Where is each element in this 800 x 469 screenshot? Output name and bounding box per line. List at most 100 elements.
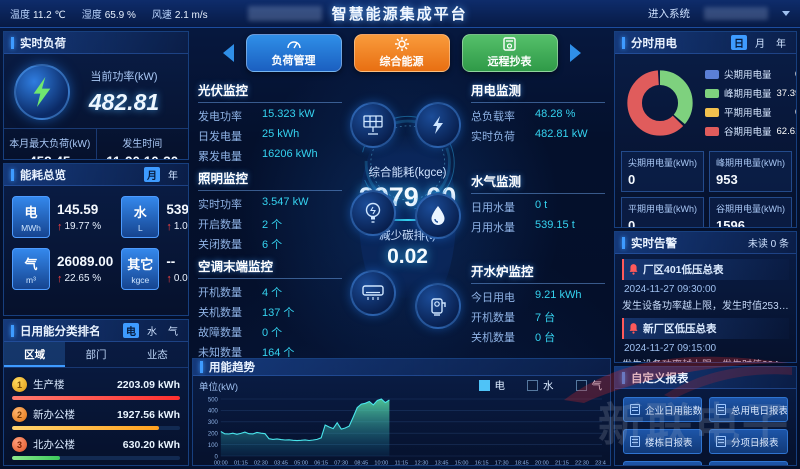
valley-period-cell: 谷期用电量(kWh) 1596 — [709, 197, 792, 227]
toggle-month[interactable]: 月 — [755, 39, 765, 50]
legend-item: 尖期用电量0% — [705, 67, 796, 81]
lighting-monitor-block: 照明监控 实时功率 3.547 kW 开启数量 2 个 关闭数量 6 个 — [198, 168, 396, 256]
ranking-tab-gas[interactable]: 气 — [168, 327, 178, 338]
svg-text:21:15: 21:15 — [555, 460, 569, 466]
unread-count: 未读 0 条 — [747, 239, 789, 250]
ranking-col-dept[interactable]: 部门 — [85, 349, 107, 361]
legend-gas[interactable]: 气 — [575, 378, 602, 393]
temp-stat: 温度 11.2 ℃ — [10, 10, 66, 21]
svg-text:200: 200 — [208, 431, 219, 437]
humidity-stat: 湿度 65.9 % — [81, 10, 136, 21]
water-drop-icon — [415, 192, 461, 239]
load-management-button[interactable]: 负荷管理 — [245, 34, 342, 72]
svg-text:22:30: 22:30 — [575, 460, 589, 466]
ranking-tab-electric[interactable]: 电 — [123, 323, 139, 338]
panel-title: 实时负荷 — [20, 37, 66, 50]
checkbox-icon — [527, 380, 538, 391]
title-accent-icon — [622, 236, 625, 249]
report-button-daily-energy[interactable]: 企业日用能数据 — [623, 397, 702, 422]
alarm-item[interactable]: 新厂区低压总表 2024-11-27 09:15:00 发生设备功率越上限，发生… — [622, 318, 789, 362]
alarm-item[interactable]: 厂区401低压总表 2024-11-27 09:30:00 发生设备功率越上限，… — [622, 259, 789, 312]
checkbox-icon — [575, 380, 587, 391]
logo — [247, 6, 322, 21]
toggle-day[interactable]: 日 — [731, 35, 747, 50]
solar-panel-icon — [350, 102, 396, 148]
up-arrow-icon: ↑ — [57, 272, 63, 285]
alarm-bell-icon — [629, 264, 638, 275]
occur-time-cell: 发生时间 11-20 10:30 — [95, 129, 189, 159]
section-title: 空调末端监控 — [198, 256, 342, 279]
rank-1-medal-icon: 1 — [12, 377, 27, 392]
legend-swatch-icon — [705, 126, 719, 136]
chevron-down-icon[interactable] — [782, 11, 790, 16]
nav-prev-arrow[interactable] — [222, 44, 234, 62]
current-power-value: 482.81 — [88, 89, 160, 115]
report-button-building[interactable]: 楼栋日报表 — [623, 429, 702, 454]
ranking-row: 2 新办公楼 1927.56 kWh — [12, 402, 180, 432]
panel-title: 实时告警 — [631, 237, 677, 250]
checkbox-checked-icon — [478, 380, 490, 391]
boiler-icon — [415, 283, 461, 329]
svg-text:01:15: 01:15 — [234, 460, 248, 466]
enter-system-link[interactable]: 进入系统 — [648, 8, 690, 20]
toggle-year[interactable]: 年 — [776, 39, 786, 50]
ranking-tab-water[interactable]: 水 — [147, 327, 157, 338]
report-button-subitem[interactable]: 分项日报表 — [709, 429, 788, 454]
pv-monitor-block: 光伏监控 发电功率 15.323 kW 日发电量 25 kWh 累发电量 16206 … — [198, 80, 396, 168]
toggle-year[interactable]: 年 — [168, 171, 178, 182]
remote-meter-reading-button[interactable]: 远程抄表 — [461, 34, 558, 72]
energy-total-label: 综合能耗(kgce) — [368, 167, 447, 179]
legend-water[interactable]: 水 — [527, 378, 554, 393]
title-accent-icon — [200, 361, 203, 373]
svg-text:400: 400 — [208, 409, 219, 415]
section-title: 开水炉监控 — [471, 261, 605, 284]
boiler-monitor-block: 开水炉监控 今日用电 9.21 kWh 开机数量 7 台 关机数量 0 台 — [415, 261, 605, 349]
report-button-total-power[interactable]: 总用电日报表 — [709, 397, 788, 422]
realtime-load-panel: 实时负荷 当前功率(kW) 482.81 本月最大负荷(kW) 458.45 发… — [3, 31, 189, 160]
legend-electric[interactable]: 电 — [478, 378, 505, 393]
title-accent-icon — [11, 324, 14, 337]
up-arrow-icon: ↑ — [166, 272, 172, 285]
toggle-month[interactable]: 月 — [144, 167, 160, 182]
username — [704, 7, 768, 20]
env-stats: 温度 11.2 ℃ 湿度 65.9 % 风速 2.1 m/s — [10, 6, 208, 21]
panel-title: 自定义报表 — [631, 372, 689, 385]
svg-text:03:45: 03:45 — [274, 460, 288, 466]
ranking-bar — [12, 396, 180, 400]
report-button-water[interactable]: 日用水数据 — [709, 461, 788, 465]
custom-reports-panel: 自定义报表 企业日用能数据 总用电日报表 楼栋日报表 分项日报表 日用气数据 日… — [614, 366, 797, 466]
realtime-alarm-panel: 实时告警 未读 0 条 厂区401低压总表 2024-11-27 09:30:0… — [614, 231, 797, 363]
svg-text:20:00: 20:00 — [535, 460, 549, 466]
legend-swatch-icon — [705, 107, 719, 117]
nav-next-arrow[interactable] — [569, 44, 581, 62]
meter-icon — [503, 37, 516, 51]
report-doc-icon — [630, 404, 640, 415]
ranking-col-area[interactable]: 区域 — [4, 342, 66, 367]
integrated-energy-button[interactable]: 综合能源 — [353, 34, 450, 72]
svg-text:12:30: 12:30 — [415, 460, 429, 466]
panel-title: 用能趋势 — [209, 362, 255, 374]
svg-text:100: 100 — [208, 443, 219, 449]
ranking-col-biz[interactable]: 业态 — [146, 349, 168, 361]
y-axis-unit-label: 单位(kW) — [199, 381, 239, 393]
panel-title: 分时用电 — [631, 37, 677, 50]
svg-text:05:00: 05:00 — [294, 460, 308, 466]
alarm-desc: 发生设备功率越上限，发生时值224.94kW... — [622, 356, 789, 362]
svg-text:02:30: 02:30 — [254, 460, 268, 466]
time-of-use-donut-chart[interactable] — [621, 64, 699, 142]
top-bar: 温度 11.2 ℃ 湿度 65.9 % 风速 2.1 m/s 智慧能源集成平台 进入系… — [0, 0, 800, 28]
svg-text:10:00: 10:00 — [374, 460, 388, 466]
panel-title: 日用能分类排名 — [20, 325, 101, 338]
svg-text:00:00: 00:00 — [214, 460, 228, 466]
legend-swatch-icon — [705, 69, 719, 79]
title-accent-icon — [622, 36, 625, 49]
report-doc-icon — [716, 404, 726, 415]
svg-text:15:00: 15:00 — [455, 460, 469, 466]
svg-text:17:30: 17:30 — [495, 460, 509, 466]
report-button-gas[interactable]: 日用气数据 — [623, 461, 702, 465]
trend-area-chart[interactable]: 0 100 200 300 400 500 00:00 01:15 02:30 03:45 05:0… — [197, 395, 606, 466]
